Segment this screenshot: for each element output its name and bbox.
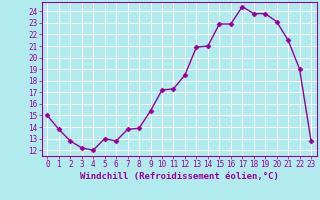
X-axis label: Windchill (Refroidissement éolien,°C): Windchill (Refroidissement éolien,°C) <box>80 172 279 181</box>
